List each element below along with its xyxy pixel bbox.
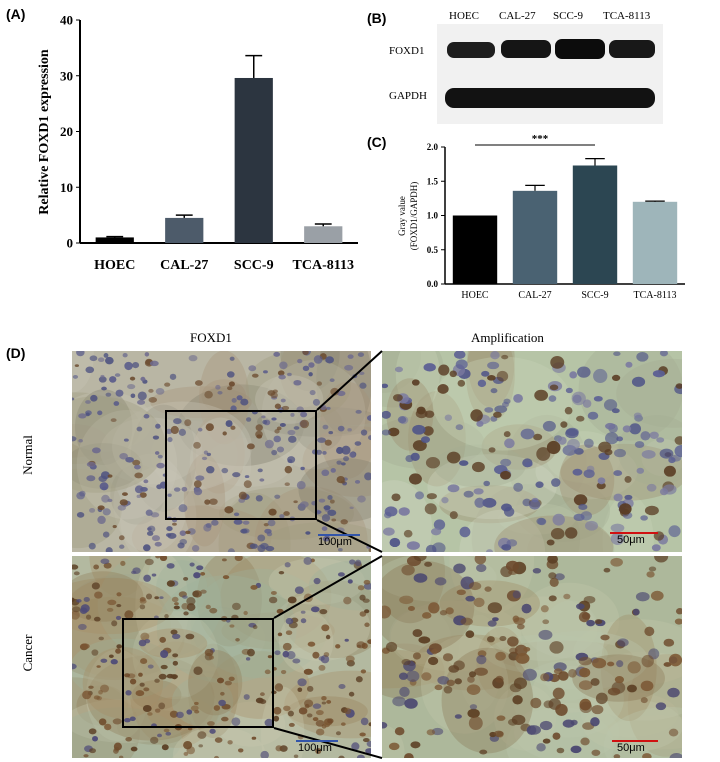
scale-bar-label: 100μm bbox=[318, 536, 352, 548]
category-label: SCC-9 bbox=[234, 258, 274, 273]
tissue-texture bbox=[382, 351, 682, 552]
blot-band bbox=[609, 40, 655, 58]
y-tick-label: 0.5 bbox=[427, 245, 439, 255]
category-label: HOEC bbox=[461, 290, 489, 301]
bar bbox=[632, 201, 678, 284]
blot-row-label-gapdh: GAPDH bbox=[389, 90, 427, 102]
y-tick-label: 2.0 bbox=[427, 142, 439, 152]
tissue-texture bbox=[72, 556, 371, 758]
ihc-column-header-amplification: Amplification bbox=[471, 330, 544, 345]
y-tick-label: 10 bbox=[60, 180, 73, 195]
bar bbox=[304, 226, 343, 243]
panel-label-a: (A) bbox=[6, 6, 26, 22]
y-tick-label: 30 bbox=[60, 68, 73, 83]
y-tick-label: 0 bbox=[67, 236, 74, 251]
blot-lane-label: HOEC bbox=[449, 10, 479, 22]
blot-row-label-foxd1: FOXD1 bbox=[389, 45, 425, 57]
category-label: TCA-8113 bbox=[634, 290, 677, 301]
bar bbox=[452, 215, 498, 284]
category-label: TCA-8113 bbox=[293, 258, 354, 273]
zoom-region-cancer bbox=[122, 618, 274, 728]
significance-marker: *** bbox=[532, 133, 549, 145]
scale-bar bbox=[318, 534, 360, 536]
scale-bar-label: 100μm bbox=[298, 742, 332, 754]
ihc-cancer-amplified-micrograph bbox=[382, 556, 682, 758]
bar bbox=[95, 237, 134, 243]
blot-band bbox=[555, 39, 605, 59]
tissue-texture bbox=[382, 556, 682, 758]
panel-label-b: (B) bbox=[367, 10, 387, 26]
panel-label-d: (D) bbox=[6, 345, 26, 361]
y-tick-label: 1.5 bbox=[427, 176, 439, 186]
ihc-normal-amplified-micrograph bbox=[382, 351, 682, 552]
ihc-column-header-foxd1: FOXD1 bbox=[190, 330, 232, 345]
category-label: CAL-27 bbox=[518, 290, 551, 301]
bar bbox=[234, 77, 273, 243]
bar bbox=[512, 190, 558, 284]
blot-band-gapdh bbox=[445, 88, 655, 108]
blot-lane-label: TCA-8113 bbox=[603, 10, 651, 22]
blot-lane-label: CAL-27 bbox=[499, 10, 536, 22]
scale-bar-label: 50μm bbox=[617, 534, 645, 546]
blot-band bbox=[447, 42, 495, 58]
ihc-cancer-micrograph bbox=[72, 556, 371, 758]
blot-band bbox=[501, 40, 551, 58]
chart-a-qpcr: 0 10 20 30 40 HOEC CAL-27 SCC-9 TCA-8113 Relative… bbox=[37, 13, 358, 273]
scale-bar bbox=[296, 740, 338, 742]
bar bbox=[572, 165, 618, 284]
category-label: SCC-9 bbox=[581, 290, 608, 301]
scale-bar-label: 50μm bbox=[617, 742, 645, 754]
y-tick-label: 20 bbox=[60, 124, 73, 139]
category-label: HOEC bbox=[94, 258, 135, 273]
y-axis-label-secondary: (FOXD1/GAPDH) bbox=[409, 182, 419, 251]
y-tick-label: 1.0 bbox=[427, 211, 439, 221]
scale-bar bbox=[610, 532, 658, 534]
zoom-region-normal bbox=[165, 410, 317, 520]
chart-c-grayvalue: 0.0 0.5 1.0 1.5 2.0 HOEC CAL-27 SCC-9 TCA-8113 Gr… bbox=[397, 133, 685, 301]
scale-bar bbox=[612, 740, 658, 742]
bar bbox=[165, 217, 204, 243]
y-axis-label: Gray value bbox=[397, 196, 407, 236]
western-blot-image bbox=[437, 24, 663, 124]
panel-label-c: (C) bbox=[367, 134, 387, 150]
y-tick-label: 40 bbox=[60, 13, 73, 28]
y-axis-label: Relative FOXD1 expression bbox=[37, 49, 52, 215]
category-label: CAL-27 bbox=[160, 258, 208, 273]
y-tick-label: 0.0 bbox=[427, 279, 439, 289]
blot-lane-label: SCC-9 bbox=[553, 10, 583, 22]
